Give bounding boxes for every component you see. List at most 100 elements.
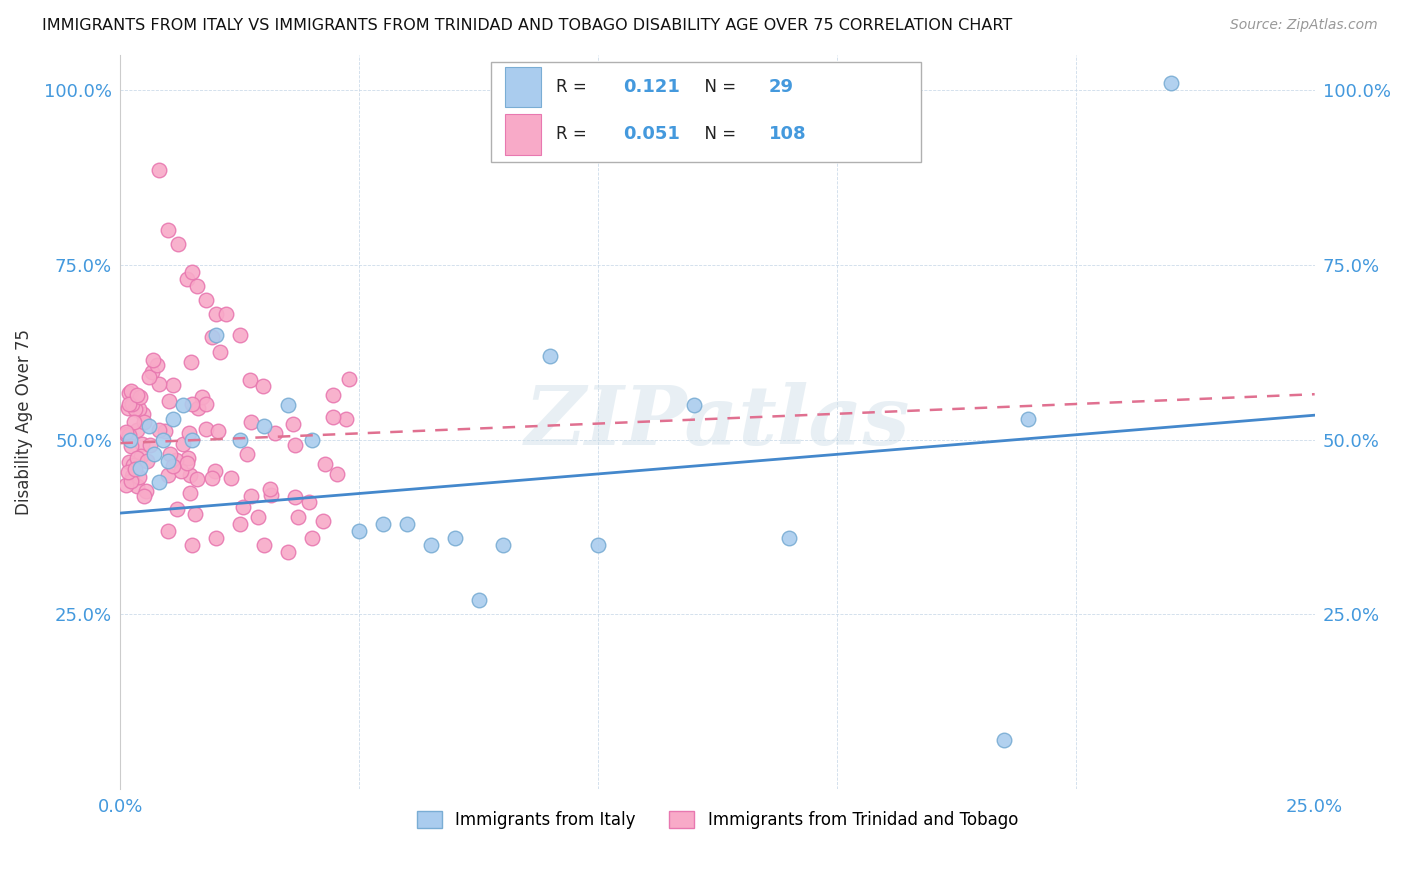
- Point: [283, 417, 305, 432]
- Point: [277, 544, 299, 558]
- Point: [117, 430, 139, 444]
- Point: [118, 386, 141, 401]
- Point: [253, 418, 276, 433]
- Point: [121, 397, 143, 411]
- Point: [1017, 411, 1039, 425]
- Point: [186, 472, 208, 486]
- Point: [176, 456, 198, 470]
- Point: [120, 474, 142, 488]
- Point: [349, 524, 371, 538]
- Point: [118, 428, 141, 442]
- Point: [335, 412, 357, 426]
- Point: [443, 531, 465, 545]
- Point: [172, 398, 194, 412]
- Legend: Immigrants from Italy, Immigrants from Trinidad and Tobago: Immigrants from Italy, Immigrants from T…: [411, 805, 1025, 836]
- Point: [118, 455, 141, 469]
- Point: [200, 471, 222, 485]
- Point: [396, 516, 419, 531]
- Point: [205, 327, 228, 342]
- Point: [180, 354, 202, 368]
- Point: [132, 415, 155, 429]
- Point: [229, 433, 252, 447]
- Point: [145, 358, 167, 372]
- Point: [322, 388, 344, 402]
- Point: [128, 470, 150, 484]
- Text: ZIPatlas: ZIPatlas: [524, 382, 910, 462]
- Y-axis label: Disability Age Over 75: Disability Age Over 75: [15, 329, 32, 516]
- Point: [239, 373, 262, 387]
- Text: R =: R =: [557, 78, 592, 95]
- Point: [125, 388, 148, 402]
- Point: [207, 424, 229, 438]
- Point: [312, 514, 335, 528]
- Point: [179, 426, 201, 441]
- Point: [229, 516, 252, 531]
- Point: [322, 410, 344, 425]
- Point: [326, 467, 349, 482]
- Text: N =: N =: [693, 78, 741, 95]
- Point: [301, 433, 323, 447]
- Point: [124, 402, 146, 417]
- Point: [117, 465, 139, 479]
- Point: [240, 489, 263, 503]
- Point: [236, 447, 259, 461]
- Point: [195, 397, 218, 411]
- Point: [176, 272, 198, 286]
- Text: 0.121: 0.121: [623, 78, 681, 95]
- Point: [138, 370, 160, 384]
- Point: [177, 450, 200, 465]
- Point: [170, 464, 193, 478]
- Point: [124, 462, 146, 476]
- Point: [157, 394, 180, 409]
- Point: [201, 330, 224, 344]
- Point: [132, 407, 155, 421]
- Point: [162, 378, 184, 392]
- Point: [491, 537, 513, 551]
- Point: [156, 468, 179, 483]
- Point: [135, 484, 157, 499]
- Point: [152, 433, 174, 447]
- Point: [141, 365, 163, 379]
- Text: IMMIGRANTS FROM ITALY VS IMMIGRANTS FROM TRINIDAD AND TOBAGO DISABILITY AGE OVER: IMMIGRANTS FROM ITALY VS IMMIGRANTS FROM…: [42, 18, 1012, 33]
- Point: [181, 397, 204, 411]
- Point: [148, 423, 170, 437]
- Point: [157, 223, 180, 237]
- Point: [172, 437, 194, 451]
- Point: [247, 509, 270, 524]
- Point: [148, 475, 170, 489]
- Point: [157, 453, 180, 467]
- Point: [314, 457, 336, 471]
- Text: 29: 29: [769, 78, 794, 95]
- Point: [129, 449, 152, 463]
- Point: [122, 415, 145, 429]
- Point: [159, 447, 181, 461]
- Point: [166, 236, 188, 251]
- Point: [682, 398, 704, 412]
- Point: [301, 531, 323, 545]
- Point: [179, 467, 201, 482]
- Point: [239, 416, 262, 430]
- Point: [1160, 76, 1182, 90]
- FancyBboxPatch shape: [505, 67, 541, 107]
- Point: [284, 490, 307, 504]
- Point: [142, 353, 165, 368]
- Point: [993, 733, 1015, 747]
- Point: [139, 438, 162, 452]
- Point: [131, 436, 153, 450]
- Point: [538, 349, 561, 363]
- Point: [263, 425, 285, 440]
- Point: [125, 451, 148, 466]
- Point: [214, 307, 236, 321]
- Point: [148, 163, 170, 178]
- Text: 0.051: 0.051: [623, 126, 681, 144]
- Point: [181, 265, 204, 279]
- Point: [117, 401, 139, 415]
- Point: [191, 390, 214, 404]
- Point: [148, 376, 170, 391]
- Point: [165, 453, 187, 467]
- Point: [467, 593, 489, 607]
- Point: [195, 422, 218, 436]
- Point: [138, 418, 160, 433]
- Point: [181, 537, 204, 551]
- FancyBboxPatch shape: [505, 114, 541, 154]
